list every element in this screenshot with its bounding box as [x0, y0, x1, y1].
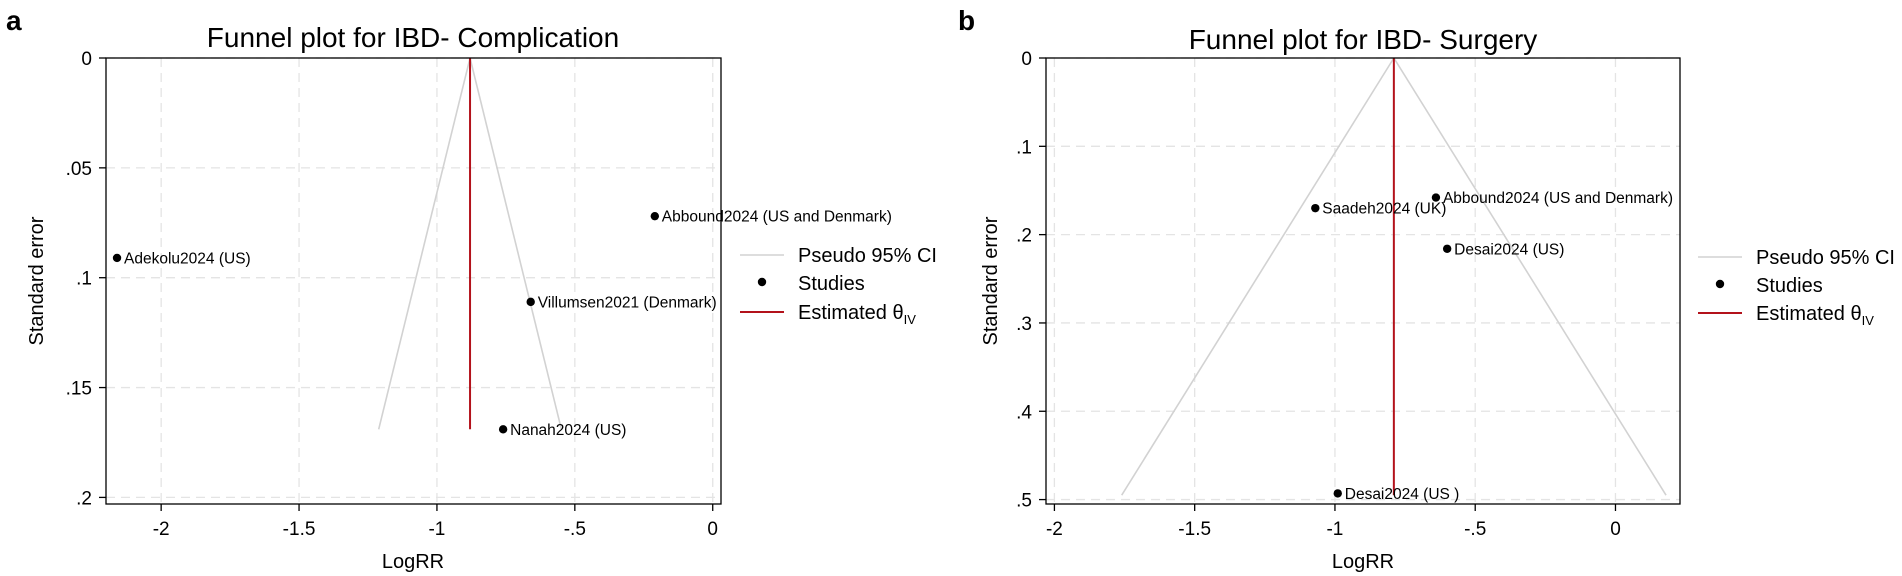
- pseudo-ci-lines: [1121, 57, 1667, 496]
- panel-b: b Funnel plot for IBD- Surgery -2 -1.5 -1-…: [958, 5, 1895, 573]
- y-axis-ticks: 0 .05 .1 .15 .2: [66, 49, 106, 509]
- x-tick-label: -2: [1046, 519, 1063, 540]
- x-tick-label: 0: [1610, 519, 1621, 540]
- x-axis-label: LogRR: [382, 551, 444, 573]
- x-tick-label: -1: [1326, 519, 1343, 540]
- study-label: Villumsen2021 (Denmark): [538, 294, 717, 311]
- study-point: [1333, 489, 1342, 498]
- x-tick-label: -.5: [564, 519, 586, 540]
- y-axis-label: Standard error: [26, 216, 48, 345]
- study-label: Adekolu2024 (US): [124, 250, 251, 267]
- study-label: Desai2024 (US): [1454, 241, 1564, 258]
- y-tick-label: 0: [81, 49, 92, 70]
- pseudo-ci-right: [1393, 57, 1667, 496]
- x-tick-label: 0: [707, 519, 718, 540]
- x-axis-ticks: -2 -1.5 -1 -.5 0: [1046, 504, 1621, 540]
- x-axis-ticks: -2 -1.5 -1 -.5 0: [153, 504, 718, 540]
- study-label: Saadeh2024 (UK): [1322, 201, 1446, 218]
- y-tick-label: .1: [76, 269, 92, 290]
- chart-title: Funnel plot for IBD- Complication: [207, 22, 619, 53]
- x-axis-label: LogRR: [1332, 551, 1394, 573]
- legend-label-studies: Studies: [798, 273, 865, 295]
- panel-a: a Funnel plot for IBD- Complication -2 -1…: [6, 5, 937, 573]
- y-tick-label: .1: [1016, 137, 1032, 158]
- study-label: Nanah2024 (US): [510, 422, 626, 439]
- legend-swatch-studies: [1715, 279, 1725, 289]
- y-axis-label: Standard error: [980, 216, 1002, 345]
- legend-label-estimate: Estimated θIV: [1756, 303, 1874, 328]
- legend-label-pseudo-ci: Pseudo 95% CI: [1756, 247, 1895, 269]
- y-tick-label: .2: [1016, 226, 1032, 247]
- x-tick-label: -.5: [1464, 519, 1486, 540]
- y-axis-ticks: 0 .1 .2 .3 .4 .5: [1016, 49, 1046, 512]
- gridlines: [1046, 57, 1680, 504]
- study-label: Desai2024 (US ): [1345, 486, 1460, 503]
- pseudo-ci-left: [377, 57, 471, 430]
- panel-letter: b: [958, 5, 975, 36]
- legend: Pseudo 95% CI Studies Estimated θIV: [740, 245, 937, 327]
- study-label: Abbound2024 (US and Denmark): [1443, 190, 1673, 207]
- legend-swatch-studies: [757, 277, 767, 287]
- x-tick-label: -2: [153, 519, 170, 540]
- study-points: Abbound2024 (US and Denmark)Saadeh2024 (…: [1311, 190, 1673, 503]
- study-point: [526, 297, 535, 307]
- pseudo-ci-left: [1121, 57, 1395, 496]
- x-tick-label: -1.5: [283, 519, 316, 540]
- study-points: Abbound2024 (US and Denmark) Adekolu2024 …: [112, 209, 892, 439]
- study-point: [498, 425, 508, 434]
- plot-frame: [105, 57, 722, 505]
- study-point: [1431, 193, 1441, 202]
- chart-title: Funnel plot for IBD- Surgery: [1189, 24, 1538, 55]
- legend-label-pseudo-ci: Pseudo 95% CI: [798, 245, 937, 267]
- y-tick-label: .3: [1016, 314, 1032, 335]
- study-point: [112, 253, 122, 263]
- legend-label-studies: Studies: [1756, 275, 1823, 297]
- study-point: [1442, 244, 1452, 253]
- legend-label-estimate: Estimated θIV: [798, 302, 916, 327]
- y-tick-label: .4: [1016, 402, 1032, 423]
- study-label: Abbound2024 (US and Denmark): [662, 209, 892, 226]
- y-tick-label: .2: [76, 488, 92, 509]
- study-point: [650, 211, 660, 221]
- y-tick-label: 0: [1021, 49, 1032, 70]
- pseudo-ci-lines: [377, 57, 563, 430]
- plot-frame: [1045, 57, 1681, 505]
- panel-letter: a: [6, 5, 22, 36]
- y-tick-label: .5: [1016, 491, 1032, 512]
- study-point: [1311, 203, 1320, 213]
- legend: Pseudo 95% CI Studies Estimated θIV: [1698, 247, 1895, 328]
- x-tick-label: -1.5: [1178, 519, 1211, 540]
- x-tick-label: -1: [428, 519, 445, 540]
- y-tick-label: .15: [66, 379, 92, 400]
- pseudo-ci-right: [469, 57, 563, 430]
- y-tick-label: .05: [66, 159, 92, 180]
- gridlines: [106, 57, 721, 504]
